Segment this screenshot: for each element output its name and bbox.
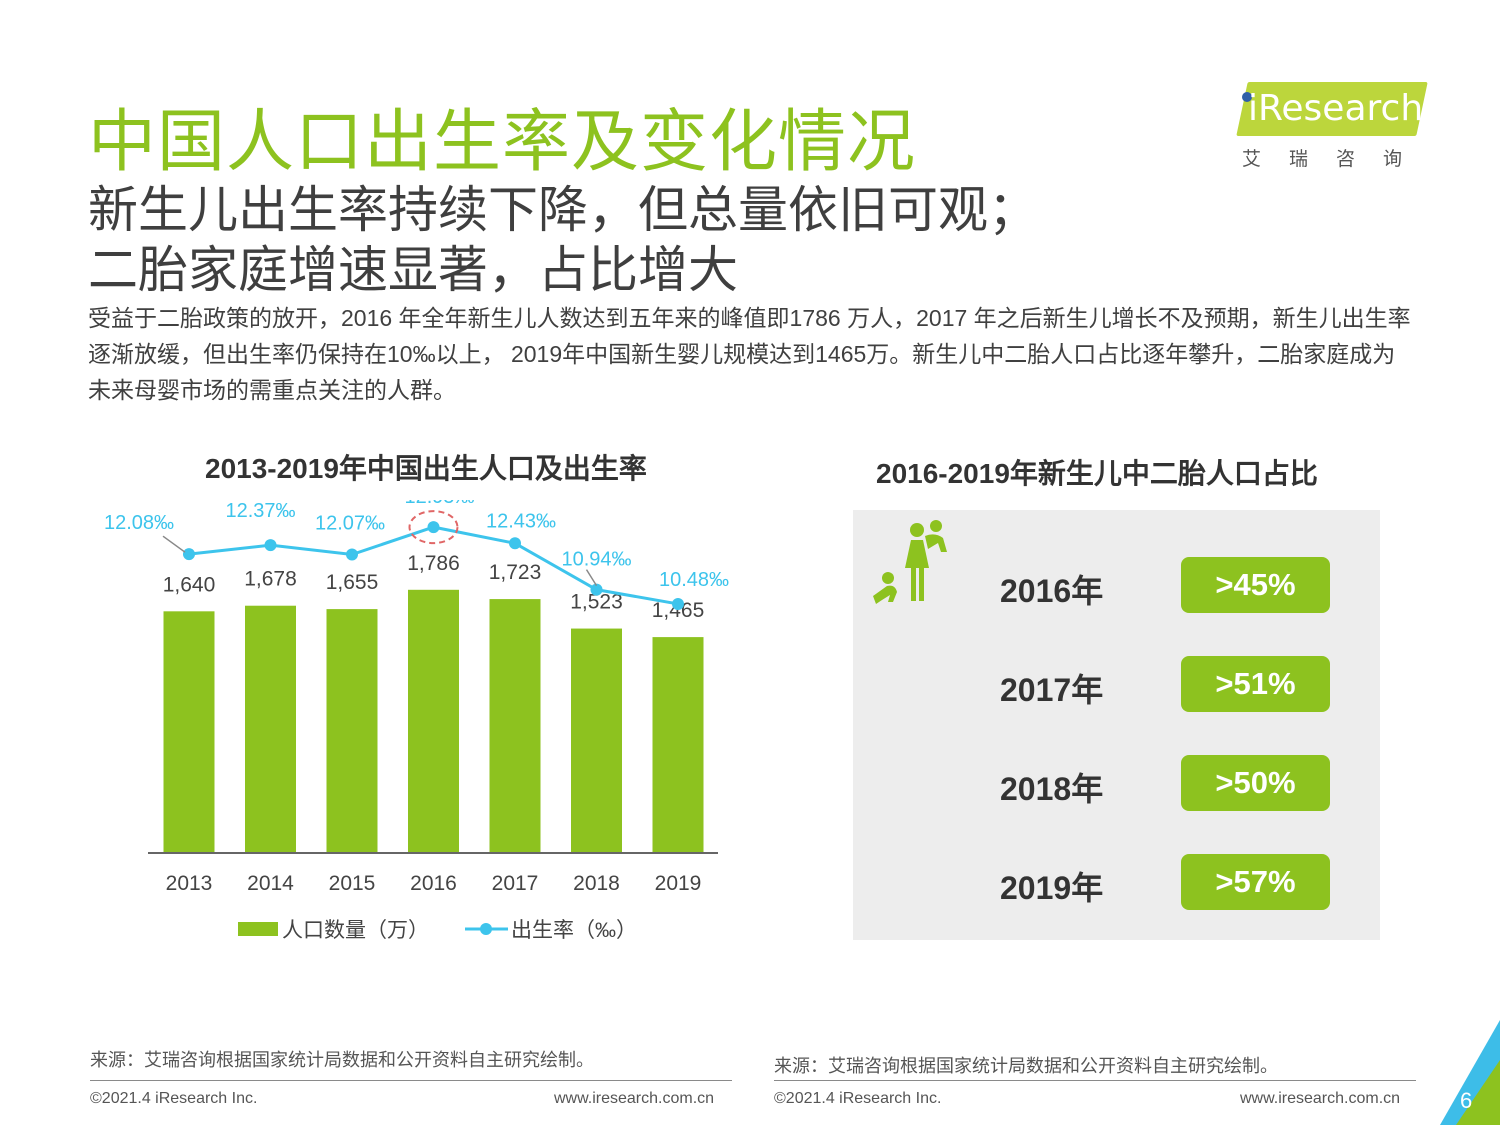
- bar-2019: [652, 637, 704, 853]
- birth-rate-label-2013: 12.08‰: [104, 512, 174, 534]
- birth-rate-label-2014: 12.37‰: [225, 500, 295, 522]
- birth-rate-point-2019: [672, 597, 684, 610]
- bar-label-2019: 1,465: [652, 599, 705, 622]
- label-leader-2018: [585, 569, 598, 587]
- bar-label-2018: 1,523: [570, 591, 623, 614]
- page-title: 中国人口出生率及变化情况: [88, 104, 917, 180]
- bar-label-2014: 1,678: [244, 568, 297, 591]
- birth-rate-label-2015: 12.07‰: [315, 512, 385, 534]
- bar-2013: [163, 611, 215, 853]
- legend-label-bars: 人口数量（万）: [282, 919, 429, 942]
- share-value-2019: >57%: [1181, 854, 1330, 910]
- page-description: 受益于二胎政策的放开，2016 年全年新生儿人数达到五年来的峰值即1786 万人…: [88, 305, 1411, 403]
- share-year-2019: 2019年: [1000, 870, 1104, 906]
- right-chart-title: 2016-2019年新生儿中二胎人口占比: [876, 458, 1318, 489]
- bar-2016: [408, 589, 459, 853]
- x-tick-2019: 2019: [655, 872, 702, 895]
- legend-swatch-bars: [238, 922, 278, 936]
- logo-subtext: 艾瑞咨询: [1242, 149, 1431, 170]
- birth-rate-label-2019: 10.48‰: [659, 569, 729, 591]
- x-tick-2015: 2015: [329, 872, 376, 895]
- birth-rate-label-2018: 10.94‰: [561, 549, 631, 571]
- share-value-2016: >45%: [1181, 557, 1330, 613]
- page-subtitle-line-1: 新生儿出生率持续下降，但总量依旧可观；: [88, 182, 1038, 238]
- bar-2015: [326, 609, 378, 853]
- copyright-right: ©2021.4 iResearch Inc.: [774, 1090, 942, 1107]
- bar-label-2017: 1,723: [489, 561, 542, 584]
- website-link-right[interactable]: www.iresearch.com.cn: [1240, 1090, 1401, 1107]
- birth-rate-point-2018: [590, 583, 603, 596]
- x-tick-2016: 2016: [410, 872, 457, 895]
- share-year-2016: 2016年: [1000, 573, 1104, 609]
- copyright-left: ©2021.4 iResearch Inc.: [90, 1090, 258, 1107]
- iresearch-logo: iResearch 艾瑞咨询: [1236, 80, 1431, 170]
- bar-2018: [571, 628, 622, 853]
- page-subtitle-line-2: 二胎家庭增速显著，占比增大: [88, 242, 738, 298]
- logo-text: iResearch: [1248, 88, 1424, 129]
- second-child-share-panel: 2016年 >45% 2017年 >51% 2018年 >50% 2019年 >…: [853, 510, 1380, 940]
- source-note-left: 来源：艾瑞咨询根据国家统计局数据和公开资料自主研究绘制。: [90, 1050, 594, 1070]
- share-value-2018: >50%: [1181, 755, 1330, 811]
- source-note-right: 来源：艾瑞咨询根据国家统计局数据和公开资料自主研究绘制。: [774, 1056, 1278, 1076]
- birth-rate-point-2013: [183, 548, 195, 561]
- bar-label-2013: 1,640: [163, 573, 216, 596]
- birth-rate-point-2015: [346, 548, 358, 561]
- left-chart-title: 2013-2019年中国出生人口及出生率: [205, 453, 647, 484]
- birth-chart: 1,640 2013 1,678 2014 1,655 2015 1,786 2016 1,72…: [104, 500, 729, 942]
- logo-dot-icon: [1242, 92, 1252, 102]
- x-tick-2013: 2013: [166, 872, 213, 895]
- birth-rate-point-2017: [509, 537, 521, 550]
- family-icon: [873, 520, 947, 604]
- birth-rate-label-2017: 12.43‰: [486, 510, 556, 532]
- legend-label-line: 出生率（‰）: [511, 919, 637, 942]
- x-tick-2018: 2018: [573, 872, 620, 895]
- share-year-2018: 2018年: [1000, 771, 1104, 807]
- label-leader-2013: [162, 535, 186, 553]
- website-link-left[interactable]: www.iresearch.com.cn: [554, 1090, 715, 1107]
- page-number: 6: [1460, 1088, 1473, 1113]
- bar-label-2016: 1,786: [407, 552, 460, 575]
- footer-divider-right: [774, 1080, 1416, 1081]
- birth-rate-point-2014: [264, 539, 277, 552]
- bar-label-2015: 1,655: [326, 571, 379, 594]
- share-value-2017: >51%: [1181, 656, 1330, 712]
- birth-rate-label-2016: 12.95‰: [404, 500, 474, 508]
- x-tick-2017: 2017: [492, 872, 539, 895]
- bar-2017: [489, 599, 541, 853]
- bar-2014: [245, 605, 296, 853]
- corner-decoration: [1440, 1020, 1500, 1125]
- footer-divider-left: [90, 1080, 732, 1081]
- legend-swatch-point: [480, 923, 492, 935]
- birth-rate-point-2016: [427, 521, 440, 534]
- x-tick-2014: 2014: [247, 872, 294, 895]
- share-year-2017: 2017年: [1000, 672, 1104, 708]
